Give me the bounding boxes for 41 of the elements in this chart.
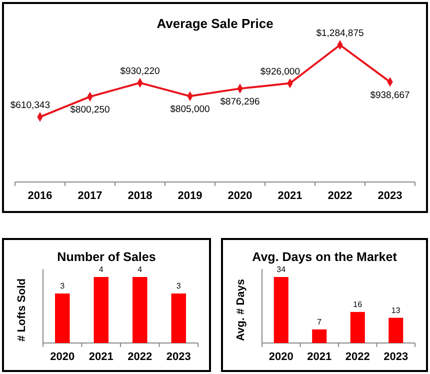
x-tick-label: 2020 bbox=[50, 351, 75, 363]
x-tick-label: 2023 bbox=[166, 351, 191, 363]
data-label: 7 bbox=[317, 317, 322, 326]
bar bbox=[388, 318, 404, 343]
y-axis-title: # Lofts Sold bbox=[16, 278, 28, 342]
x-tick-label: 2021 bbox=[278, 190, 302, 202]
data-label: $930,220 bbox=[120, 66, 160, 77]
data-label: 4 bbox=[138, 265, 143, 274]
x-tick-label: 2020 bbox=[268, 351, 294, 363]
x-tick-label: 2019 bbox=[178, 190, 202, 202]
y-axis-title: Avg. # Days bbox=[235, 279, 247, 341]
data-label: 34 bbox=[276, 265, 286, 274]
chart-title: Avg. Days on the Market bbox=[252, 250, 398, 264]
data-label: $805,000 bbox=[170, 104, 210, 116]
chart-title: Number of Sales bbox=[57, 250, 156, 264]
x-tick-label: 2022 bbox=[345, 351, 370, 363]
data-label: $926,000 bbox=[260, 66, 300, 78]
data-label: 3 bbox=[60, 282, 66, 290]
chart-title: Average Sale Price bbox=[156, 16, 274, 31]
bar bbox=[274, 277, 288, 343]
x-tick-label: 2022 bbox=[328, 190, 352, 202]
data-label: $938,667 bbox=[370, 90, 410, 101]
x-tick-label: 2022 bbox=[128, 351, 152, 363]
data-label: $876,296 bbox=[220, 96, 260, 108]
x-tick-label: 2023 bbox=[384, 351, 408, 363]
x-tick-label: 2017 bbox=[78, 190, 102, 202]
data-label: 16 bbox=[353, 300, 363, 309]
x-tick-label: 2021 bbox=[307, 351, 332, 363]
x-tick-label: 2020 bbox=[228, 190, 252, 202]
data-label: 4 bbox=[98, 265, 104, 274]
x-tick-label: 2021 bbox=[88, 351, 114, 363]
bar bbox=[350, 312, 365, 343]
data-label: $800,250 bbox=[70, 104, 110, 116]
data-label: $610,343 bbox=[10, 100, 50, 111]
data-label: 3 bbox=[176, 282, 182, 290]
x-tick-label: 2016 bbox=[28, 190, 52, 202]
data-label: $1,284,875 bbox=[316, 28, 364, 39]
bar bbox=[312, 329, 327, 343]
x-tick-label: 2018 bbox=[128, 190, 152, 202]
x-tick-label: 2023 bbox=[378, 190, 402, 202]
data-label: 13 bbox=[391, 306, 401, 315]
